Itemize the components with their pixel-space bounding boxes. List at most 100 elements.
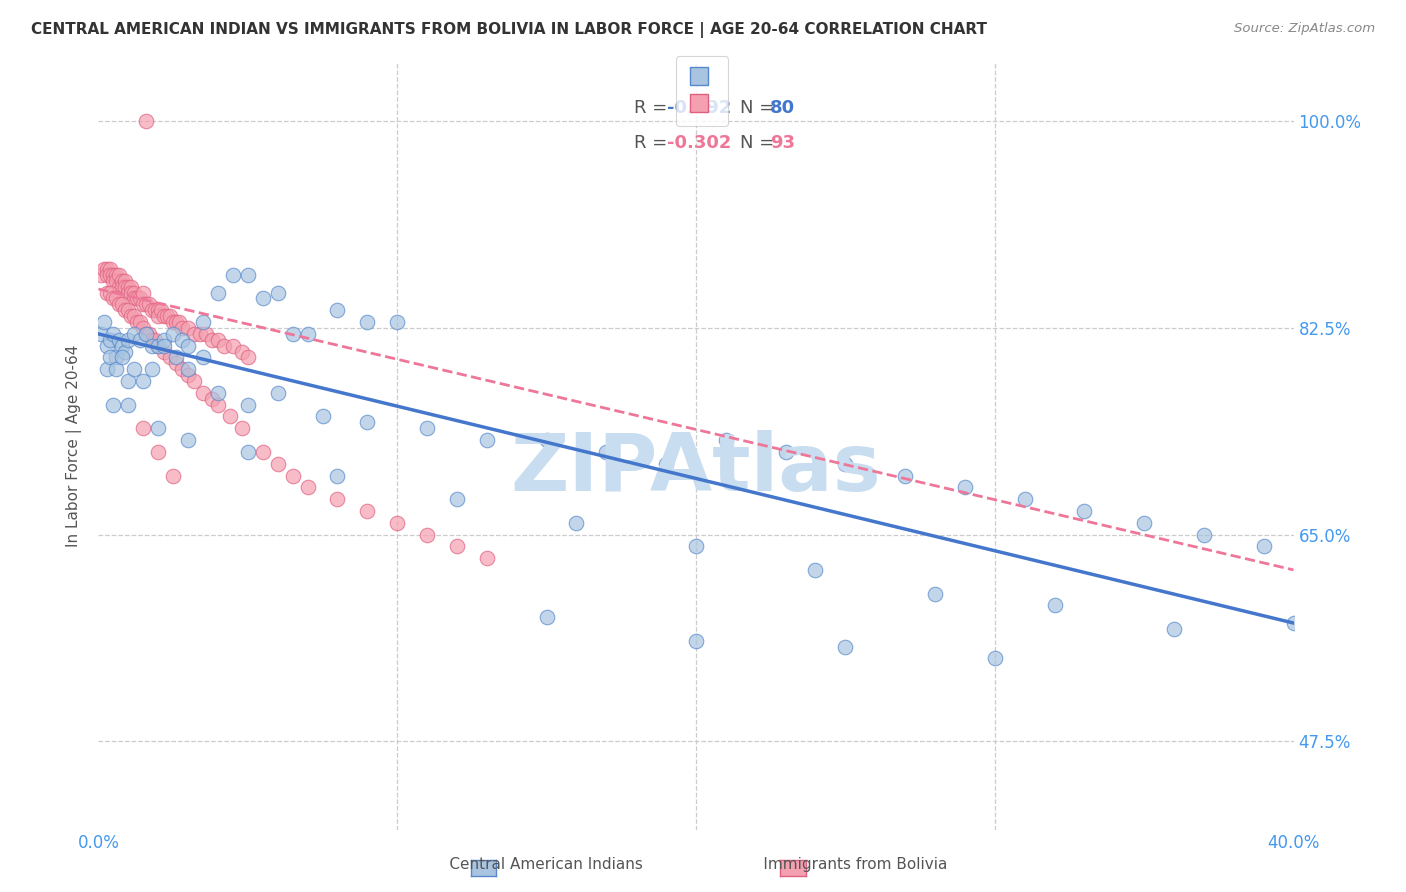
Point — [148, 421, 170, 435]
Point — [231, 344, 253, 359]
Point — [129, 333, 152, 347]
Point — [385, 516, 409, 530]
Point — [98, 268, 122, 282]
Point — [120, 285, 142, 300]
Point — [108, 297, 131, 311]
Point — [183, 374, 205, 388]
Point — [267, 385, 290, 400]
Text: R =: R = — [634, 134, 673, 152]
Point — [1014, 492, 1036, 507]
Point — [236, 445, 259, 459]
Point — [207, 285, 229, 300]
Text: N =: N = — [740, 134, 780, 152]
Point — [96, 339, 118, 353]
Point — [150, 303, 173, 318]
Point — [834, 640, 856, 654]
Point — [236, 268, 259, 282]
Point — [148, 309, 170, 323]
Point — [252, 445, 274, 459]
Point — [595, 445, 617, 459]
Point — [167, 315, 190, 329]
Point — [141, 339, 163, 353]
Point — [267, 457, 290, 471]
Point — [148, 339, 170, 353]
Point — [252, 292, 274, 306]
Point — [141, 362, 163, 376]
Point — [129, 315, 152, 329]
Point — [124, 285, 146, 300]
Point — [153, 333, 176, 347]
Point — [177, 368, 200, 383]
Point — [127, 292, 149, 306]
Point — [111, 297, 134, 311]
Point — [105, 268, 128, 282]
Point — [117, 333, 139, 347]
Point — [1163, 622, 1185, 636]
Point — [172, 362, 194, 376]
Point — [924, 586, 946, 600]
Point — [138, 297, 160, 311]
Point — [120, 309, 142, 323]
Point — [281, 468, 304, 483]
Point — [156, 309, 179, 323]
Point — [93, 315, 115, 329]
Point — [236, 351, 259, 365]
Point — [141, 303, 163, 318]
Point — [105, 274, 128, 288]
Point — [356, 416, 378, 430]
Point — [138, 326, 160, 341]
Point — [1043, 599, 1066, 613]
Point — [475, 433, 498, 447]
Point — [201, 392, 224, 406]
Point — [536, 433, 558, 447]
Point — [1073, 504, 1095, 518]
Point — [124, 309, 146, 323]
Point — [105, 351, 128, 365]
Text: CENTRAL AMERICAN INDIAN VS IMMIGRANTS FROM BOLIVIA IN LABOR FORCE | AGE 20-64 CO: CENTRAL AMERICAN INDIAN VS IMMIGRANTS FR… — [31, 22, 987, 38]
Point — [191, 385, 214, 400]
Point — [96, 362, 118, 376]
Legend: , : , — [676, 56, 728, 127]
Point — [96, 268, 118, 282]
Point — [108, 279, 131, 293]
Point — [222, 339, 245, 353]
Point — [111, 351, 134, 365]
Point — [98, 333, 122, 347]
Point — [120, 279, 142, 293]
Point — [326, 468, 349, 483]
Point — [103, 398, 125, 412]
Point — [148, 303, 170, 318]
Point — [172, 333, 194, 347]
Point — [111, 274, 134, 288]
Point — [148, 339, 170, 353]
Point — [385, 315, 409, 329]
Point — [236, 398, 259, 412]
Point — [114, 303, 136, 318]
Point — [565, 516, 588, 530]
Point — [117, 303, 139, 318]
Point — [111, 279, 134, 293]
Point — [222, 268, 245, 282]
Point — [475, 551, 498, 566]
Point — [132, 421, 155, 435]
Point — [108, 268, 131, 282]
Point — [297, 480, 319, 494]
Point — [124, 326, 146, 341]
Point — [775, 445, 797, 459]
Point — [135, 114, 157, 128]
Point — [191, 351, 214, 365]
Point — [162, 315, 184, 329]
Point — [207, 333, 229, 347]
Point — [231, 421, 253, 435]
Point — [117, 279, 139, 293]
Text: -0.302: -0.302 — [668, 134, 731, 152]
Point — [416, 527, 439, 541]
Point — [207, 385, 229, 400]
Point — [90, 326, 112, 341]
Point — [536, 610, 558, 624]
Point — [111, 339, 134, 353]
Point — [326, 303, 349, 318]
Point — [117, 398, 139, 412]
Text: Central American Indians: Central American Indians — [426, 857, 643, 872]
Point — [1253, 539, 1275, 553]
